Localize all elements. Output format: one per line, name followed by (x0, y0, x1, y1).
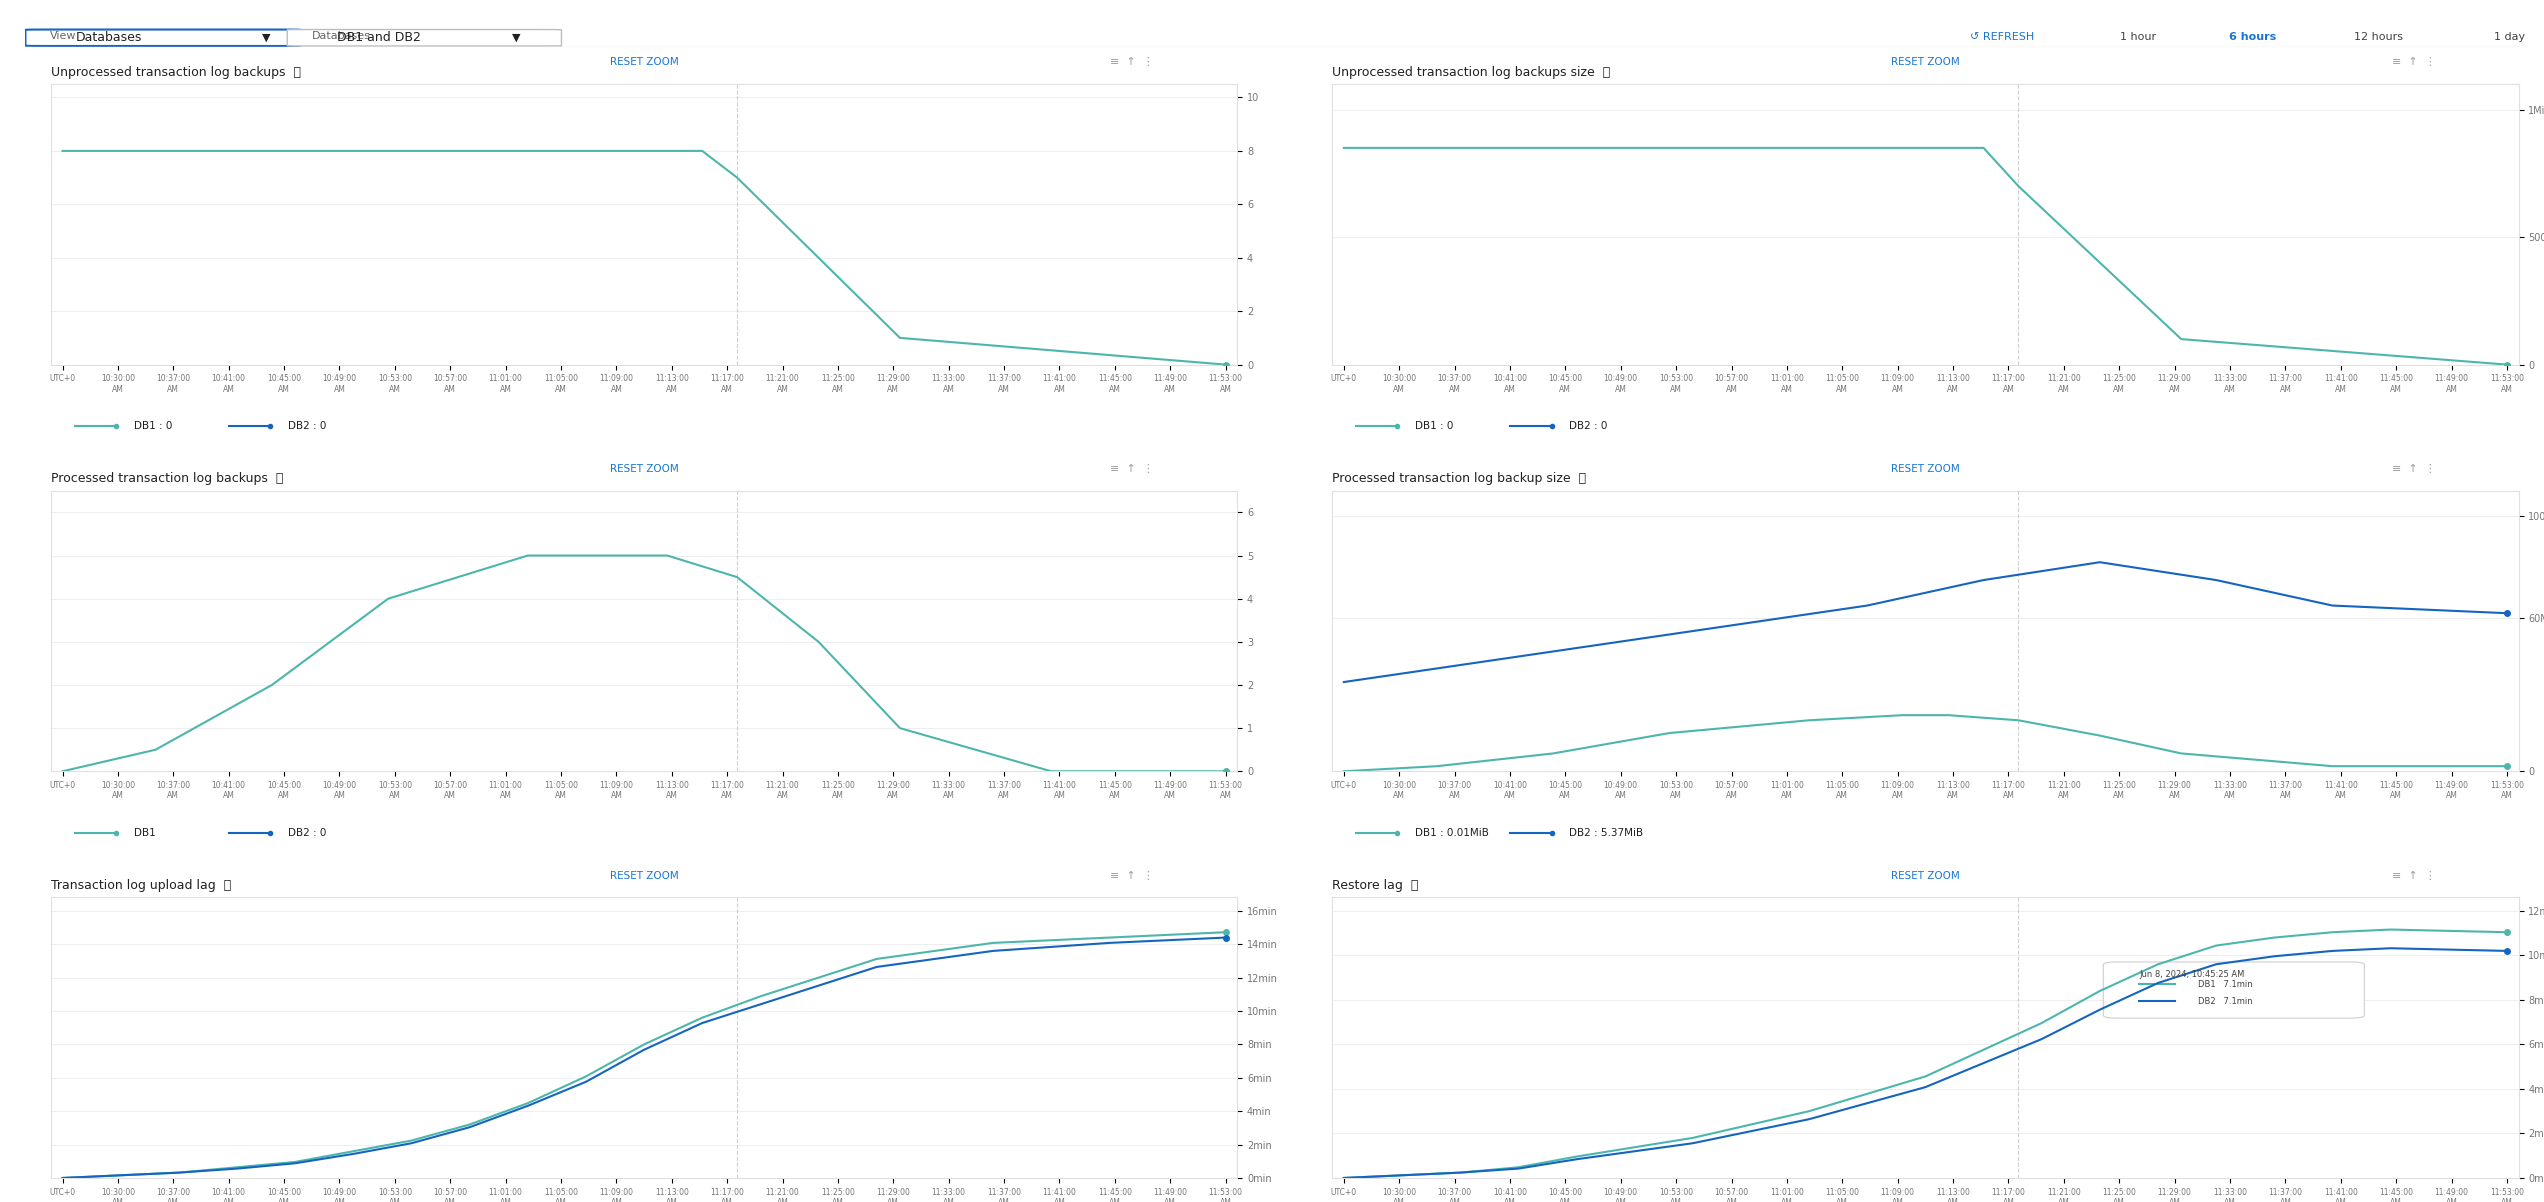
Text: RESET ZOOM: RESET ZOOM (1890, 464, 1959, 474)
Text: ≡  ↑  ⋮: ≡ ↑ ⋮ (1109, 464, 1155, 474)
Text: DB2 : 0: DB2 : 0 (287, 422, 326, 432)
Text: ≡  ↑  ⋮: ≡ ↑ ⋮ (1109, 58, 1155, 67)
Text: RESET ZOOM: RESET ZOOM (611, 870, 679, 881)
Text: ▼: ▼ (262, 32, 270, 42)
Text: DB2 : 0: DB2 : 0 (1570, 422, 1608, 432)
Text: DB1   7.1min: DB1 7.1min (2198, 980, 2254, 989)
Text: DB1 : 0: DB1 : 0 (135, 422, 173, 432)
Text: DB2   7.1min: DB2 7.1min (2198, 996, 2254, 1006)
Text: ≡  ↑  ⋮: ≡ ↑ ⋮ (2391, 464, 2435, 474)
Text: DB1 and DB2: DB1 and DB2 (336, 31, 420, 43)
FancyBboxPatch shape (25, 30, 300, 46)
Text: ▼: ▼ (511, 32, 519, 42)
Text: DB1 : 0: DB1 : 0 (1414, 422, 1453, 432)
FancyBboxPatch shape (2104, 962, 2363, 1018)
Text: Processed transaction log backup size  ⓘ: Processed transaction log backup size ⓘ (1333, 472, 1587, 486)
Text: Unprocessed transaction log backups  ⓘ: Unprocessed transaction log backups ⓘ (51, 66, 300, 79)
Text: RESET ZOOM: RESET ZOOM (611, 58, 679, 67)
Text: Jun 8, 2024, 10:45:25 AM: Jun 8, 2024, 10:45:25 AM (2140, 970, 2244, 980)
Text: ≡  ↑  ⋮: ≡ ↑ ⋮ (2391, 58, 2435, 67)
Text: Restore lag  ⓘ: Restore lag ⓘ (1333, 879, 1420, 892)
Text: RESET ZOOM: RESET ZOOM (1890, 58, 1959, 67)
Text: ≡  ↑  ⋮: ≡ ↑ ⋮ (2391, 870, 2435, 881)
Text: 12 hours: 12 hours (2353, 32, 2404, 42)
Text: 1 hour: 1 hour (2119, 32, 2155, 42)
Text: Unprocessed transaction log backups size  ⓘ: Unprocessed transaction log backups size… (1333, 66, 1610, 79)
Text: DB1: DB1 (135, 828, 155, 838)
Text: DB1 : 0.01MiB: DB1 : 0.01MiB (1414, 828, 1488, 838)
Text: 1 day: 1 day (2493, 32, 2524, 42)
Text: Databases: Databases (76, 31, 142, 43)
Text: RESET ZOOM: RESET ZOOM (1890, 870, 1959, 881)
Text: DB2 : 0: DB2 : 0 (287, 828, 326, 838)
Text: 6 hours: 6 hours (2229, 32, 2277, 42)
Text: Databases: Databases (313, 31, 371, 41)
Text: Transaction log upload lag  ⓘ: Transaction log upload lag ⓘ (51, 879, 232, 892)
FancyBboxPatch shape (287, 30, 562, 46)
Text: RESET ZOOM: RESET ZOOM (611, 464, 679, 474)
Text: DB2 : 5.37MiB: DB2 : 5.37MiB (1570, 828, 1643, 838)
Text: ↺ REFRESH: ↺ REFRESH (1969, 32, 2035, 42)
Text: Processed transaction log backups  ⓘ: Processed transaction log backups ⓘ (51, 472, 282, 486)
Text: View: View (51, 31, 76, 41)
Text: ≡  ↑  ⋮: ≡ ↑ ⋮ (1109, 870, 1155, 881)
